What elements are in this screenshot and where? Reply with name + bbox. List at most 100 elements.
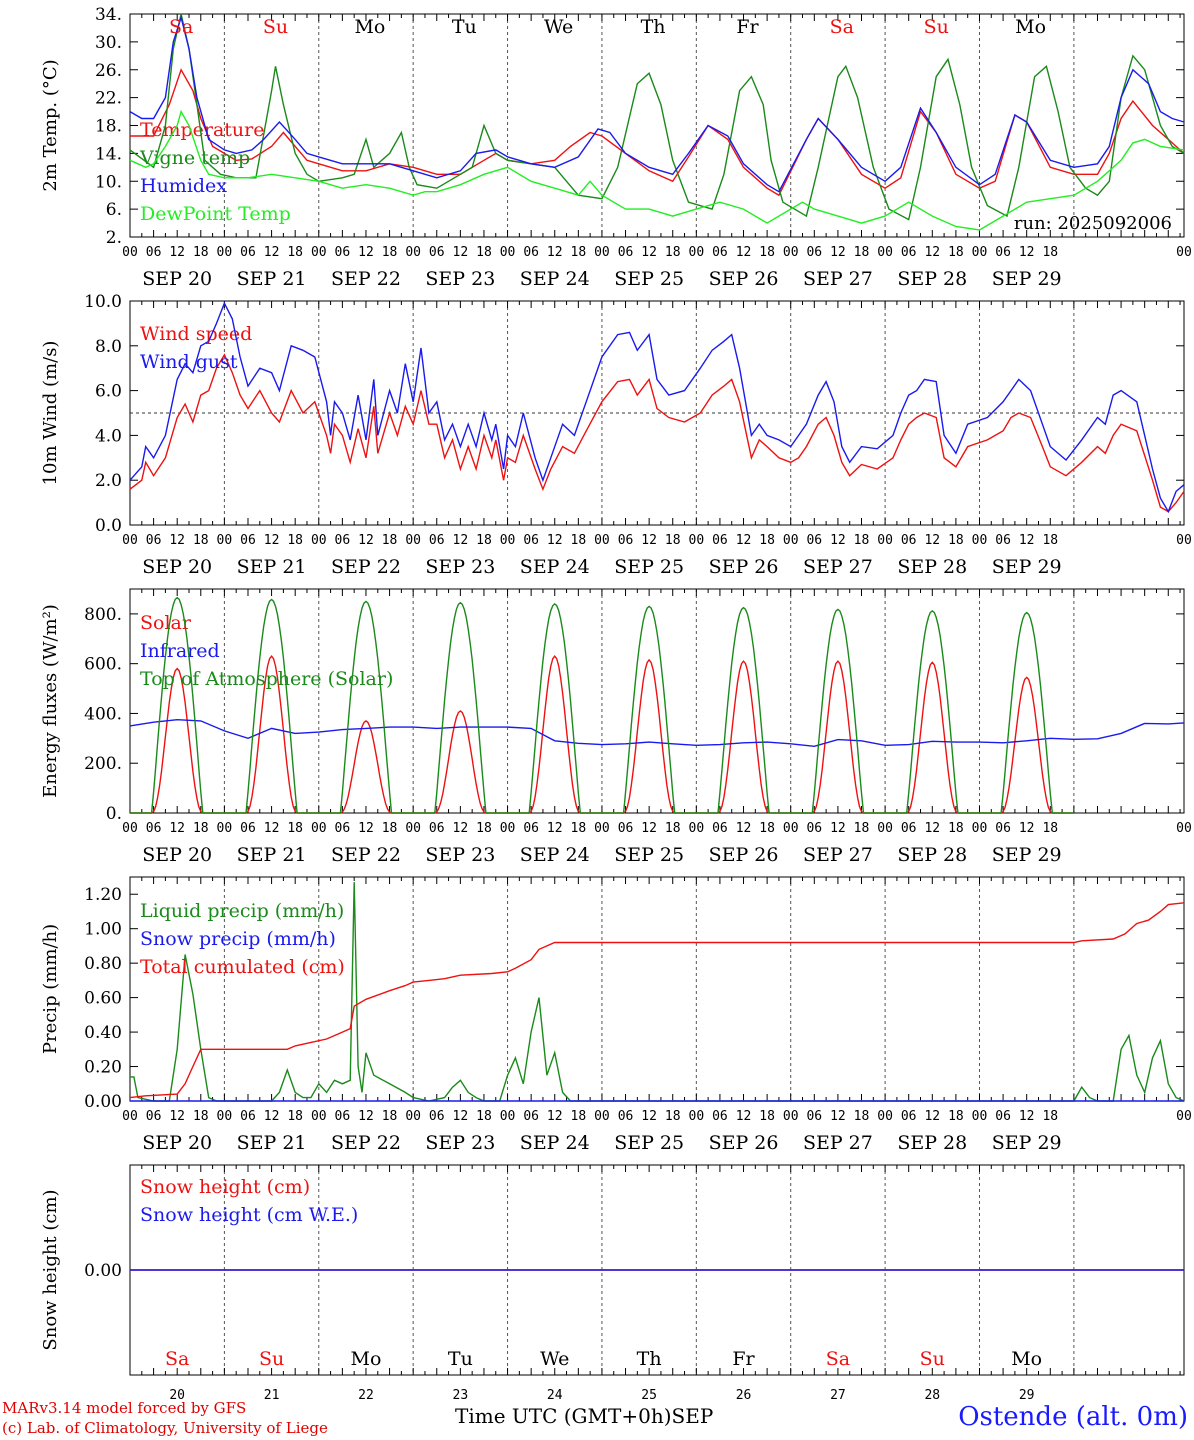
x-date-label: SEP 27 (803, 844, 873, 866)
x-hour-label: 00 (122, 245, 138, 260)
x-hour-label: 00 (122, 533, 138, 548)
y-tick-label: 34. (95, 5, 122, 25)
x-hour-label: 00 (405, 1109, 421, 1124)
x-hour-label: 12 (641, 245, 657, 260)
series-line-top-of-atmosphere-solar- (130, 596, 1074, 814)
x-hour-label: 06 (995, 245, 1011, 260)
legend-entry: Wind gust (140, 351, 238, 373)
x-hour-label: 06 (146, 533, 162, 548)
x-hour-label: 00 (689, 533, 705, 548)
x-date-label: SEP 27 (803, 1132, 873, 1154)
x-hour-label: 12 (358, 821, 374, 836)
x-hour-label: 06 (429, 533, 445, 548)
x-hour-label: 18 (193, 1109, 209, 1124)
x-hour-label: 00 (311, 1109, 327, 1124)
y-tick-label: 400. (84, 704, 122, 724)
x-hour-label: 12 (453, 1109, 469, 1124)
x-date-label: SEP 20 (142, 844, 212, 866)
y-axis-title: 2m Temp. (°C) (40, 59, 61, 191)
x-hour-label: 00 (594, 245, 610, 260)
x-hour-label: 12 (264, 245, 280, 260)
x-hour-label: 00 (594, 821, 610, 836)
x-hour-label: 00 (689, 821, 705, 836)
y-tick-label: 0.00 (84, 1261, 122, 1281)
x-hour-label: 18 (382, 245, 398, 260)
x-hour-label: 06 (429, 1109, 445, 1124)
x-hour-label: 12 (641, 533, 657, 548)
x-date-label: SEP 29 (992, 844, 1062, 866)
y-tick-label: 1.00 (84, 920, 122, 940)
day-number-label: 21 (264, 1388, 280, 1403)
x-hour-label: 00 (500, 1109, 516, 1124)
x-hour-label: 12 (547, 1109, 563, 1124)
day-number-label: 28 (924, 1388, 940, 1403)
x-date-label: SEP 24 (520, 844, 590, 866)
legend-entry: Total cumulated (cm) (140, 956, 345, 978)
x-hour-label: 18 (476, 245, 492, 260)
x-hour-label: 00 (783, 821, 799, 836)
series-line-total-cumulated-cm- (129, 902, 1185, 1099)
x-date-label: SEP 23 (425, 268, 495, 290)
x-hour-label: 00 (217, 245, 233, 260)
x-hour-label: 00 (500, 245, 516, 260)
x-hour-label: 00 (1176, 245, 1192, 260)
y-tick-label: 6. (106, 200, 122, 220)
x-date-label: SEP 24 (520, 268, 590, 290)
x-hour-label: 00 (877, 533, 893, 548)
legend-entry: Infrared (140, 640, 220, 662)
x-hour-label: 06 (240, 533, 256, 548)
x-hour-label: 00 (405, 245, 421, 260)
x-hour-label: 18 (665, 245, 681, 260)
x-date-label: SEP 25 (614, 844, 684, 866)
x-date-label: SEP 26 (709, 844, 779, 866)
x-hour-label: 18 (759, 1109, 775, 1124)
x-hour-label: 06 (146, 821, 162, 836)
x-hour-label: 06 (618, 1109, 634, 1124)
x-hour-label: 00 (1176, 1109, 1192, 1124)
x-date-label: SEP 25 (614, 268, 684, 290)
x-hour-label: 12 (924, 245, 940, 260)
x-hour-label: 12 (830, 245, 846, 260)
day-name-label: Fr (736, 16, 759, 38)
x-hour-label: 06 (618, 821, 634, 836)
x-hour-label: 18 (571, 1109, 587, 1124)
x-date-label: SEP 21 (237, 844, 307, 866)
day-number-label: 23 (453, 1388, 469, 1403)
x-hour-label: 12 (358, 245, 374, 260)
x-date-label: SEP 25 (614, 1132, 684, 1154)
x-date-label: SEP 28 (897, 268, 967, 290)
x-hour-label: 18 (665, 1109, 681, 1124)
x-date-label: SEP 20 (142, 1132, 212, 1154)
x-date-label: SEP 24 (520, 1132, 590, 1154)
x-hour-label: 06 (335, 533, 351, 548)
x-hour-label: 00 (877, 821, 893, 836)
x-hour-label: 18 (948, 245, 964, 260)
y-tick-label: 0.20 (84, 1058, 122, 1078)
x-hour-label: 00 (500, 533, 516, 548)
day-name-label: We (540, 1348, 569, 1370)
x-hour-label: 18 (476, 1109, 492, 1124)
x-hour-label: 00 (783, 533, 799, 548)
x-hour-label: 06 (806, 821, 822, 836)
x-hour-label: 00 (972, 533, 988, 548)
x-hour-label: 18 (948, 821, 964, 836)
x-hour-label: 06 (523, 245, 539, 260)
x-hour-label: 06 (429, 245, 445, 260)
x-hour-label: 12 (736, 821, 752, 836)
x-date-label: SEP 25 (614, 556, 684, 578)
x-hour-label: 12 (641, 1109, 657, 1124)
day-name-label: Tu (452, 16, 477, 38)
x-hour-label: 00 (594, 533, 610, 548)
x-date-label: SEP 22 (331, 1132, 401, 1154)
x-hour-label: 18 (571, 821, 587, 836)
x-hour-label: 06 (618, 533, 634, 548)
x-hour-label: 06 (806, 1109, 822, 1124)
x-hour-label: 12 (264, 1109, 280, 1124)
y-axis-title: 10m Wind (m/s) (40, 341, 61, 486)
x-date-label: SEP 21 (237, 556, 307, 578)
y-tick-label: 22. (95, 89, 122, 109)
day-number-label: 24 (547, 1388, 563, 1403)
x-hour-label: 12 (830, 821, 846, 836)
x-hour-label: 18 (571, 245, 587, 260)
